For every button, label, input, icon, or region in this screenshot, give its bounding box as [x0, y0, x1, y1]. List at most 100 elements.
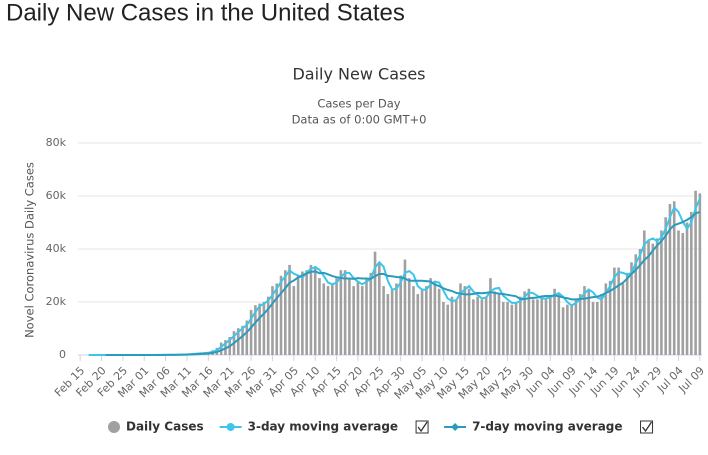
- bar: [284, 270, 287, 355]
- chart-note: Data as of 0:00 GMT+0: [292, 113, 427, 127]
- bar: [408, 278, 411, 355]
- bar: [335, 278, 338, 355]
- bar: [677, 230, 680, 355]
- bar: [297, 276, 300, 356]
- bar: [438, 289, 441, 355]
- y-axis-label: Novel Coronavirus Daily Cases: [23, 162, 37, 338]
- bar: [468, 289, 471, 355]
- bar: [493, 291, 496, 355]
- bar: [617, 268, 620, 355]
- bar: [669, 204, 672, 355]
- bar: [600, 294, 603, 355]
- y-tick-label: 40k: [46, 242, 67, 255]
- bar: [314, 266, 317, 355]
- bar: [545, 299, 548, 355]
- y-tick-label: 80k: [46, 136, 67, 149]
- bar: [481, 299, 484, 355]
- legend-marker: [451, 423, 459, 431]
- bar: [280, 276, 283, 355]
- bar: [305, 270, 308, 355]
- bar: [656, 238, 659, 355]
- bar: [511, 305, 514, 355]
- bar: [331, 283, 334, 355]
- bar: [451, 297, 454, 355]
- bar: [378, 262, 381, 355]
- bar: [412, 286, 415, 355]
- bar: [288, 265, 291, 355]
- bar: [399, 276, 402, 356]
- bar: [348, 278, 351, 355]
- bar: [357, 281, 360, 355]
- bar: [361, 286, 364, 355]
- bar: [434, 281, 437, 355]
- bar: [519, 297, 522, 355]
- legend-label: 7-day moving average: [472, 420, 622, 434]
- chart-title: Daily New Cases: [292, 65, 425, 84]
- legend-label: 3-day moving average: [248, 420, 398, 434]
- bar: [690, 212, 693, 355]
- bar: [579, 294, 582, 355]
- bar: [301, 272, 304, 355]
- bar: [476, 297, 479, 355]
- bar: [463, 286, 466, 355]
- bar: [686, 223, 689, 356]
- bar: [558, 294, 561, 355]
- bar: [369, 273, 372, 355]
- bar: [310, 265, 313, 355]
- chart-subtitle: Cases per Day: [317, 97, 400, 111]
- bar: [365, 278, 368, 355]
- legend-item[interactable]: 7-day moving average: [444, 420, 622, 434]
- bar: [699, 193, 702, 355]
- y-tick-label: 0: [59, 348, 66, 361]
- y-tick-label: 20k: [46, 295, 67, 308]
- bar: [570, 305, 573, 355]
- legend-item[interactable]: Daily Cases: [108, 420, 204, 434]
- bar: [425, 286, 428, 355]
- bar: [652, 244, 655, 355]
- bar: [472, 299, 475, 355]
- bar: [275, 283, 278, 355]
- bar: [322, 283, 325, 355]
- bar: [446, 305, 449, 355]
- bar: [562, 307, 565, 355]
- bar: [583, 286, 586, 355]
- bar: [596, 302, 599, 355]
- bar: [622, 283, 625, 355]
- bar: [318, 278, 321, 355]
- bar: [575, 299, 578, 355]
- bar: [502, 302, 505, 355]
- bar: [566, 305, 569, 355]
- bar: [523, 291, 526, 355]
- bar: [387, 294, 390, 355]
- bar: [429, 278, 432, 355]
- bar: [344, 270, 347, 355]
- bar: [592, 302, 595, 355]
- page-heading: Daily New Cases in the United States: [6, 0, 405, 26]
- bar: [340, 270, 343, 355]
- legend-checkbox[interactable]: [641, 421, 653, 433]
- legend-symbol: [108, 421, 120, 433]
- y-tick-label: 60k: [46, 189, 67, 202]
- bar: [395, 283, 398, 355]
- bar: [515, 302, 518, 355]
- bar: [258, 304, 261, 355]
- legend-checkbox[interactable]: [416, 421, 428, 433]
- bar: [540, 297, 543, 355]
- legend-label: Daily Cases: [126, 420, 204, 434]
- bar: [506, 302, 509, 355]
- bar: [382, 286, 385, 355]
- legend-marker: [227, 423, 235, 431]
- bar: [681, 233, 684, 355]
- bar: [421, 289, 424, 355]
- bar: [455, 299, 458, 355]
- bar: [267, 297, 270, 355]
- bar: [327, 286, 330, 355]
- bar: [391, 289, 394, 355]
- bar: [498, 294, 501, 355]
- bar: [532, 299, 535, 355]
- bar: [626, 273, 629, 355]
- legend-item[interactable]: 3-day moving average: [220, 420, 398, 434]
- bar: [485, 297, 488, 355]
- bar: [553, 289, 556, 355]
